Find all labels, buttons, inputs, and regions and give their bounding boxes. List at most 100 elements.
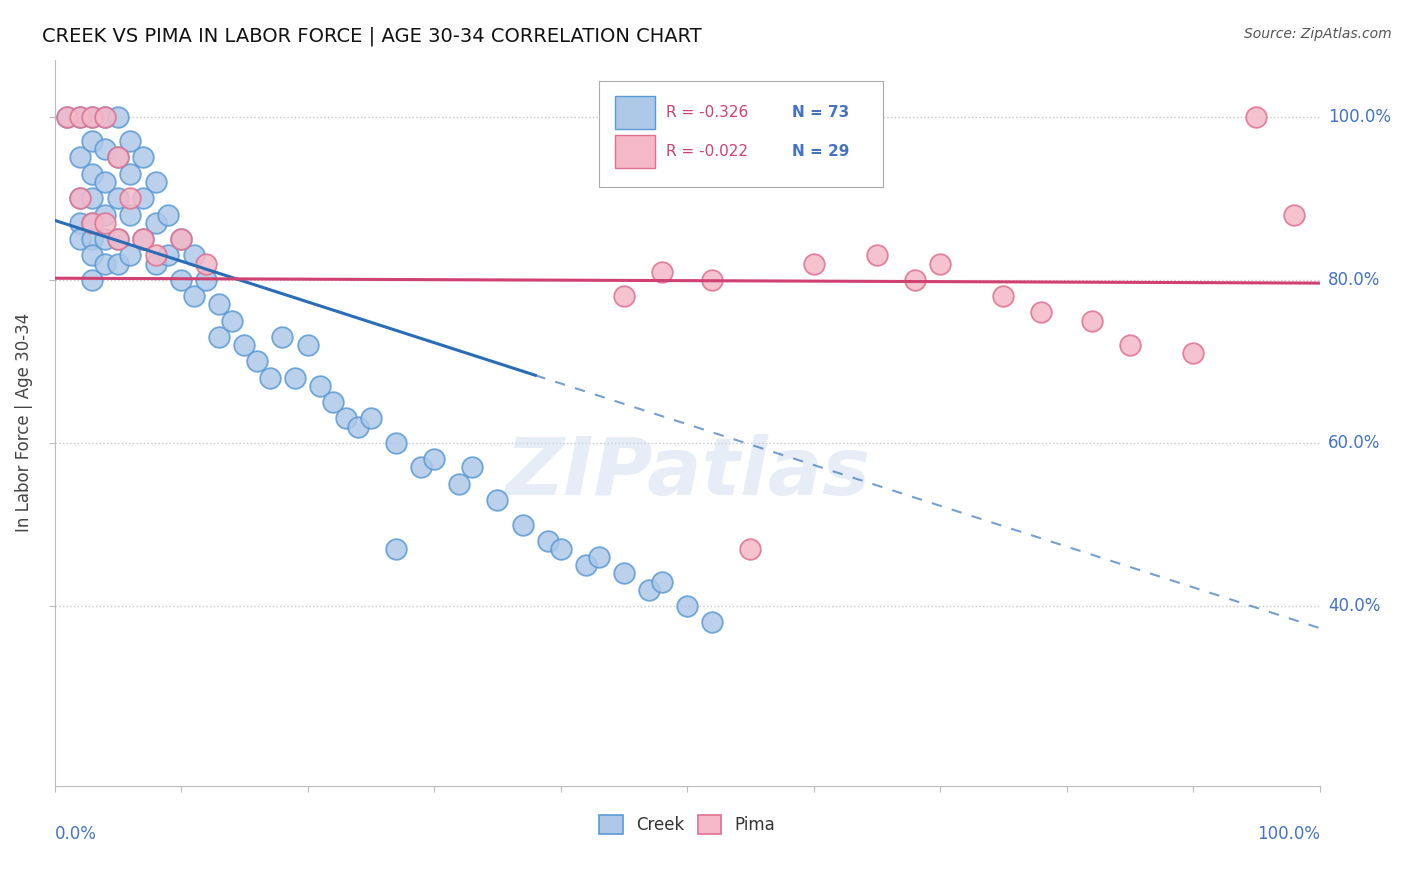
Point [82, 110, 104, 124]
FancyBboxPatch shape [599, 81, 883, 186]
Point [94, 232, 117, 246]
Point [512, 517, 534, 532]
Point [132, 191, 155, 205]
Point [588, 550, 610, 565]
Point [259, 370, 281, 384]
Point [94, 208, 117, 222]
Text: 100.0%: 100.0% [1257, 825, 1320, 844]
Point [145, 175, 167, 189]
Point [929, 256, 952, 270]
Point [82, 134, 104, 148]
Point [69, 110, 91, 124]
Point [120, 167, 142, 181]
Point [157, 248, 180, 262]
Point [449, 476, 471, 491]
Point [613, 289, 636, 303]
Text: CREEK VS PIMA IN LABOR FORCE | AGE 30-34 CORRELATION CHART: CREEK VS PIMA IN LABOR FORCE | AGE 30-34… [42, 27, 702, 46]
Point [170, 232, 193, 246]
Point [423, 452, 446, 467]
Text: R = -0.022: R = -0.022 [665, 145, 748, 160]
Point [385, 541, 408, 556]
Point [132, 232, 155, 246]
Text: 60.0%: 60.0% [1329, 434, 1381, 452]
Point [69, 191, 91, 205]
Point [233, 338, 256, 352]
Point [904, 273, 927, 287]
Point [183, 248, 205, 262]
Point [170, 232, 193, 246]
Point [145, 256, 167, 270]
Point [82, 110, 104, 124]
Point [613, 566, 636, 581]
Point [82, 248, 104, 262]
Point [94, 216, 117, 230]
Point [82, 232, 104, 246]
Point [107, 256, 129, 270]
Point [107, 191, 129, 205]
Point [1246, 110, 1268, 124]
Point [347, 419, 370, 434]
Point [537, 533, 560, 548]
Point [993, 289, 1015, 303]
Point [803, 256, 825, 270]
Point [208, 297, 231, 311]
Point [195, 256, 218, 270]
Point [94, 175, 117, 189]
Point [69, 110, 91, 124]
Point [335, 411, 357, 425]
Point [107, 232, 129, 246]
Point [297, 338, 319, 352]
Point [183, 289, 205, 303]
Point [702, 615, 724, 630]
Point [82, 191, 104, 205]
FancyBboxPatch shape [614, 135, 655, 169]
Point [550, 541, 572, 556]
Point [411, 460, 433, 475]
Point [360, 411, 382, 425]
Point [132, 151, 155, 165]
Point [69, 216, 91, 230]
Point [107, 110, 129, 124]
Point [82, 216, 104, 230]
Point [120, 208, 142, 222]
Point [69, 232, 91, 246]
Text: Source: ZipAtlas.com: Source: ZipAtlas.com [1244, 27, 1392, 41]
Point [385, 436, 408, 450]
Point [157, 208, 180, 222]
Point [309, 379, 332, 393]
Point [56, 110, 79, 124]
Point [82, 273, 104, 287]
Point [94, 142, 117, 156]
Point [107, 232, 129, 246]
Text: R = -0.326: R = -0.326 [665, 105, 748, 120]
Point [56, 110, 79, 124]
Point [145, 248, 167, 262]
Point [195, 273, 218, 287]
Text: 0.0%: 0.0% [55, 825, 97, 844]
Point [208, 330, 231, 344]
Point [322, 395, 344, 409]
Point [221, 313, 243, 327]
Point [69, 191, 91, 205]
FancyBboxPatch shape [614, 96, 655, 129]
Point [740, 541, 762, 556]
Point [107, 151, 129, 165]
Point [120, 248, 142, 262]
Point [94, 110, 117, 124]
Point [69, 151, 91, 165]
Text: N = 29: N = 29 [792, 145, 849, 160]
Point [94, 110, 117, 124]
Point [461, 460, 484, 475]
Point [1182, 346, 1205, 360]
Y-axis label: In Labor Force | Age 30-34: In Labor Force | Age 30-34 [15, 313, 32, 533]
Point [82, 167, 104, 181]
Point [120, 191, 142, 205]
Legend: Creek, Pima: Creek, Pima [595, 810, 780, 838]
Point [120, 134, 142, 148]
Point [638, 582, 661, 597]
Point [132, 232, 155, 246]
Text: 80.0%: 80.0% [1329, 271, 1381, 289]
Point [82, 216, 104, 230]
Text: ZIPatlas: ZIPatlas [505, 434, 869, 512]
Point [1119, 338, 1142, 352]
